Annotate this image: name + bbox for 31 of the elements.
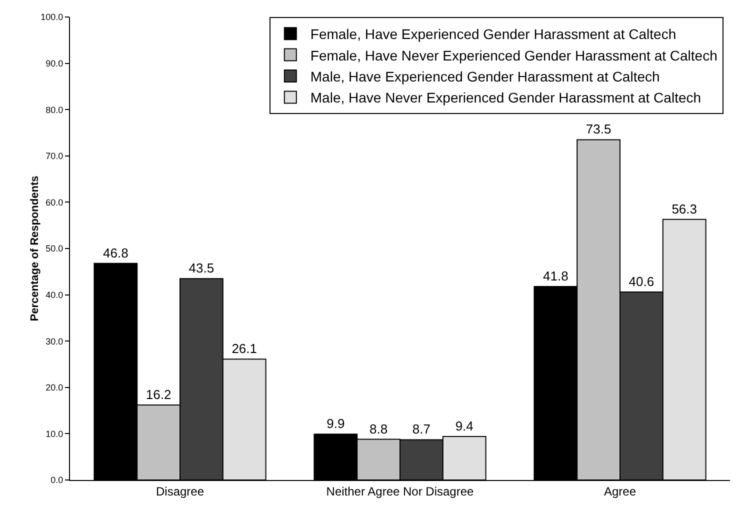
y-tick-label: 50.0	[46, 244, 64, 254]
data-label: 40.6	[628, 274, 654, 290]
data-label: 43.5	[188, 260, 214, 276]
legend-label: Male, Have Experienced Gender Harassment at Caltech	[310, 68, 660, 84]
y-tick-label: 40.0	[46, 290, 64, 300]
data-label: 26.1	[232, 341, 258, 356]
y-tick-label: 60.0	[46, 197, 64, 208]
legend-label: Female, Have Experienced Gender Harassment at Caltech	[310, 26, 676, 42]
y-tick-label: 90.0	[46, 58, 64, 68]
data-label: 56.3	[672, 201, 698, 216]
y-tick-label: 10.0	[46, 428, 64, 439]
x-tick-label: Neither Agree Nor Disagree	[326, 484, 474, 498]
data-label: 9.9	[326, 416, 345, 432]
y-tick-label: 80.0	[46, 104, 64, 115]
x-tick-label: Disagree	[156, 484, 204, 498]
data-label: 8.7	[412, 422, 430, 437]
data-label: 46.8	[102, 245, 128, 260]
data-label: 9.4	[455, 418, 474, 434]
y-tick-label: 30.0	[46, 336, 64, 346]
data-label: 73.5	[586, 122, 612, 137]
x-tick-label: Agree	[604, 484, 636, 498]
y-tick-label: 0.0	[50, 475, 64, 486]
legend-label: Female, Have Never Experienced Gender Harassment at Caltech	[310, 47, 718, 64]
y-tick-label: 100.0	[40, 12, 64, 22]
data-label: 16.2	[146, 386, 172, 402]
y-tick-label: 70.0	[46, 151, 64, 162]
y-axis-title: Percentage of Respondents	[29, 176, 41, 322]
y-tick-label: 20.0	[46, 382, 64, 393]
data-label: 41.8	[542, 268, 568, 284]
data-label: 8.8	[370, 421, 388, 436]
legend-label: Male, Have Never Experienced Gender Harassment at Caltech	[310, 90, 702, 106]
